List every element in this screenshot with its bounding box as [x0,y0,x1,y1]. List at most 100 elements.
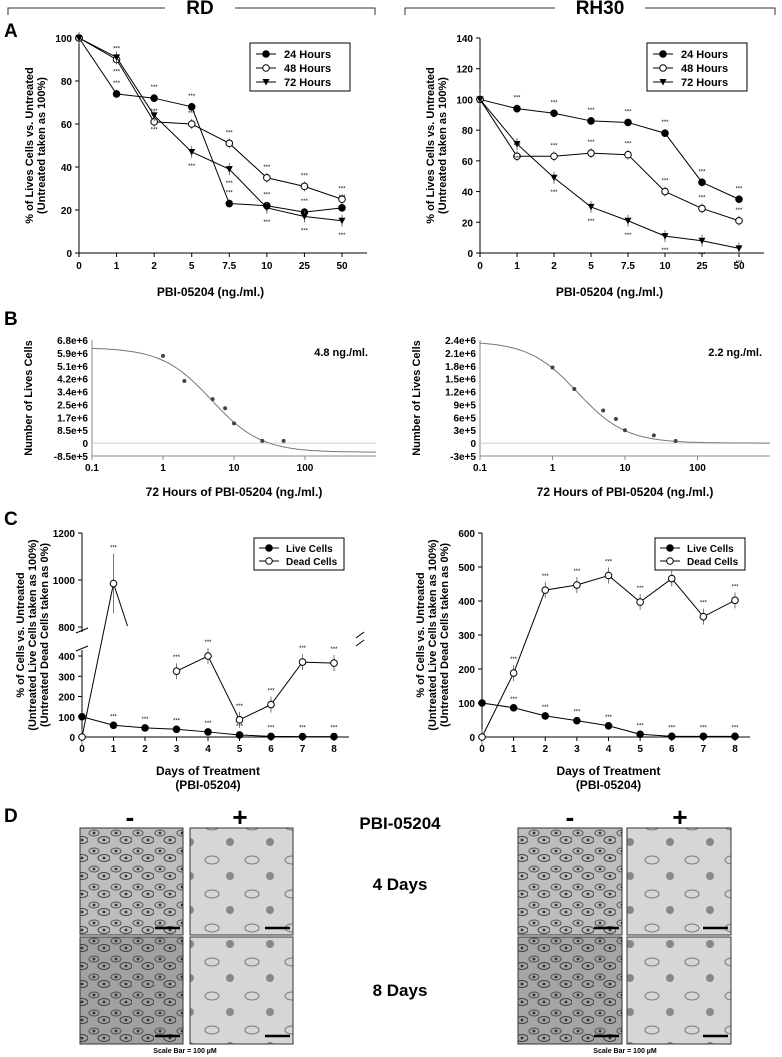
data-point [731,596,739,605]
legend-marker [659,79,667,86]
x-tick-label: 6 [669,744,675,755]
rd-plus-label: + [232,802,247,832]
data-point [188,148,196,156]
data-point [613,417,618,422]
significance-label: *** [605,715,613,721]
x-tick-label: 1 [514,261,520,272]
y-axis-label: % of Lives Cells vs. Untreated(Untreated… [425,67,449,224]
x-tick-label: 0 [477,261,483,272]
data-point [204,728,212,736]
x-tick-label: 3 [574,744,580,755]
data-point [550,174,558,182]
significance-label: *** [731,584,739,590]
significance-label: *** [624,233,632,239]
significance-label: *** [204,640,212,646]
significance-label: *** [110,714,118,720]
y-tick-label: 40 [61,163,73,174]
data-point [235,716,244,724]
data-point [267,700,275,709]
y-tick-label: 9e+5 [453,400,476,411]
data-point [109,721,118,730]
data-point [476,96,484,103]
y-tick-label: 4.2e+6 [57,375,88,386]
x-tick-label: 4 [606,744,612,755]
significance-label: *** [204,721,212,727]
y-tick-label: 1000 [53,576,76,587]
legend-marker [666,557,674,565]
y-tick-label: 1.8e+6 [445,362,476,373]
x-tick-label: 25 [299,261,311,272]
y-tick-label: 100 [58,713,75,724]
y-tick-label: 0 [470,439,476,450]
significance-label: *** [542,705,550,711]
significance-label: *** [226,191,234,197]
micrograph-rd-treated-4d [189,827,294,936]
significance-label: *** [263,193,271,199]
ic50-label: 2.2 ng./ml. [708,347,762,359]
significance-label: *** [513,96,521,102]
data-point [330,659,338,667]
y-axis-label: % of Cells vs. Untreated(Untreated Live … [15,539,51,731]
data-point [636,598,644,606]
data-point [267,732,275,741]
legend-marker [265,544,273,552]
chart-b-rd: -8.5e+5 0 8.5e+5 1.7e+6 2.5e+63.4e+6 4.2e+6 5.… [23,336,376,499]
x-tick-label: 7 [701,744,707,755]
y-tick-label: 3e+5 [453,426,476,437]
significance-label: *** [661,179,669,185]
x-tick-label: 25 [696,261,708,272]
y-tick-label: 1.7e+6 [57,413,88,424]
data-point [172,667,181,675]
data-point [150,94,158,102]
panel-letter-c: C [4,509,18,530]
y-tick-label: 3.4e+6 [57,388,88,399]
significance-label: *** [587,108,595,114]
y-tick-label: 500 [458,563,475,574]
y-tick-label: 5.1e+6 [57,362,88,373]
significance-label: *** [113,81,121,87]
x-tick-label: 10 [228,463,240,474]
significance-label: *** [301,173,309,179]
x-tick-label: 7.5 [621,261,635,272]
series-line-1-0 [481,574,736,738]
series-line-0 [78,37,343,213]
legend-label: Dead Cells [286,557,338,568]
data-point [587,149,595,157]
data-point [78,733,86,741]
y-tick-label: -8.5e+5 [54,452,89,463]
scale-bar-caption-rh30: Scale Bar = 100 µM [593,1048,657,1055]
significance-label: *** [338,233,346,239]
y-tick-label: 80 [61,77,73,88]
data-point [623,428,627,433]
treatment-label: PBI-05204 [359,814,441,833]
significance-label: *** [151,127,159,133]
group-header-right: RH30 [404,0,776,19]
y-tick-label: 60 [462,157,474,168]
group-title-rd: RD [186,0,213,19]
x-tick-label: 2 [151,261,157,272]
panel-letter-b: B [4,309,18,330]
x-tick-label: 2 [542,744,548,755]
data-point [263,204,271,212]
data-point [550,109,558,118]
significance-label: *** [188,164,196,170]
data-point [260,438,265,443]
data-point [698,178,706,187]
data-point [78,712,86,721]
data-point [161,353,165,358]
data-point [636,730,644,739]
legend-marker [265,557,273,565]
chart-c-rd: 0 100 200 300 400 800 1000 1200 0 1 2 3 4 5 6 7 8 Days of… [15,529,365,792]
data-point [573,716,581,725]
y-tick-label: 0 [69,733,75,744]
data-point [225,139,234,148]
legend-marker [659,64,667,72]
significance-label: *** [151,85,159,91]
data-point [667,574,676,583]
significance-label: *** [661,120,669,126]
data-point [223,406,228,411]
series-line-1 [479,99,740,222]
